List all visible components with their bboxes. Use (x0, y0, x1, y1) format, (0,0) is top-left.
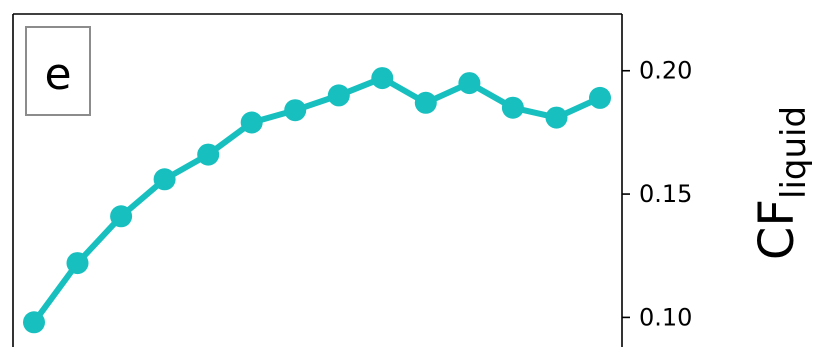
data-point (327, 84, 350, 107)
plot-area-background (13, 14, 622, 347)
data-point (371, 67, 394, 90)
data-point (66, 252, 89, 275)
panel-label-frame (25, 26, 91, 116)
data-point (284, 99, 307, 122)
data-point (240, 111, 263, 134)
panel-label: e (44, 49, 71, 100)
y-tick-label: 0.10 (639, 303, 692, 331)
data-point (458, 72, 481, 95)
data-point (501, 96, 524, 119)
y-tick-label: 0.20 (639, 57, 692, 85)
data-point (414, 91, 437, 114)
y-tick-label: 0.15 (639, 180, 692, 208)
y-axis-label-main: CF (749, 199, 805, 260)
data-point (197, 143, 220, 166)
y-axis-ticks: 0.10 0.15 0.20 (622, 57, 692, 331)
data-point (589, 86, 611, 109)
panel-label-box: e (25, 26, 91, 116)
y-axis-label: CFliquid (749, 106, 814, 260)
data-point (23, 311, 45, 334)
series-layer (23, 67, 611, 334)
data-point (545, 106, 568, 129)
y-axis-label-subscript: liquid (774, 106, 814, 199)
svg-text:CFliquid: CFliquid (749, 106, 814, 260)
data-point (110, 205, 133, 228)
data-point (153, 168, 176, 191)
